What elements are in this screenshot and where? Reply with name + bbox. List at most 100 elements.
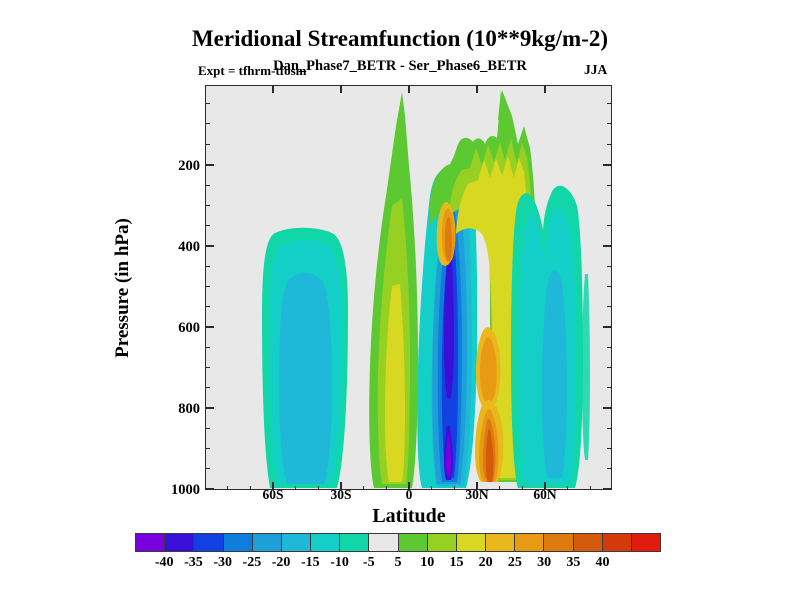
y-minor-tick-right	[607, 266, 612, 268]
x-major-tick	[272, 482, 274, 490]
colorbar-segment	[398, 534, 428, 551]
y-minor-tick	[205, 448, 210, 450]
colorbar-tick-label: -40	[154, 555, 174, 570]
y-tick-label: 800	[178, 401, 200, 417]
y-minor-tick-right	[607, 367, 612, 369]
streamfunction-contour-plot	[206, 86, 610, 488]
y-major-tick-right	[603, 245, 612, 247]
colorbar-tick-label: -5	[362, 555, 375, 570]
colorbar	[135, 533, 661, 552]
colorbar-segment	[602, 534, 632, 551]
x-minor-tick	[295, 486, 297, 490]
y-minor-tick	[205, 306, 210, 308]
x-minor-tick	[363, 486, 365, 490]
y-major-tick	[205, 488, 214, 490]
colorbar-tick-label: 5	[394, 555, 402, 570]
y-minor-tick	[205, 347, 210, 349]
colorbar-segment	[486, 534, 516, 551]
y-major-tick	[205, 164, 214, 166]
experiment-label: Expt = tfhrm-tfosm	[198, 63, 307, 78]
colorbar-tick-label: 35	[566, 555, 581, 570]
x-minor-tick	[454, 486, 456, 490]
colorbar-segment	[427, 534, 457, 551]
y-major-tick-right	[603, 488, 612, 490]
y-minor-tick	[205, 367, 210, 369]
figure-subtitle: Dan_Phase7_BETR - Ser_Phase6_BETR	[273, 58, 527, 74]
colorbar-segment	[194, 534, 224, 551]
colorbar-tick-label: -10	[330, 555, 349, 570]
contour-band-group-southern-negative	[262, 227, 348, 488]
x-tick-label: 30N	[465, 487, 489, 502]
colorbar-tick-label: -35	[184, 555, 203, 570]
x-major-tick	[544, 482, 546, 490]
y-minor-tick-right	[607, 103, 612, 105]
x-major-tick-top	[340, 85, 342, 93]
y-minor-tick	[205, 185, 210, 187]
x-major-tick-top	[544, 85, 546, 93]
plot-area	[205, 85, 612, 490]
y-minor-tick	[205, 103, 210, 105]
y-major-tick-right	[603, 164, 612, 166]
x-minor-tick	[386, 486, 388, 490]
colorbar-segment	[544, 534, 574, 551]
colorbar-tick-label: 10	[420, 555, 435, 570]
x-minor-tick	[250, 486, 252, 490]
colorbar-tick-label: 20	[478, 555, 493, 570]
x-major-tick	[340, 482, 342, 490]
y-minor-tick	[205, 144, 210, 146]
y-major-tick	[205, 326, 214, 328]
y-minor-tick	[205, 468, 210, 470]
colorbar-tick-label: -25	[242, 555, 262, 570]
y-minor-tick-right	[607, 387, 612, 389]
colorbar-tick-label: 25	[507, 555, 522, 570]
y-minor-tick	[205, 123, 210, 125]
colorbar-tick-label: -30	[213, 555, 232, 570]
y-minor-tick	[205, 205, 210, 207]
x-tick-label: 60S	[262, 487, 284, 502]
season-label: JJA	[584, 62, 608, 77]
y-tick-label: 600	[178, 320, 200, 336]
y-minor-tick-right	[607, 205, 612, 207]
y-tick-label: 200	[178, 158, 200, 174]
y-minor-tick-right	[607, 448, 612, 450]
colorbar-segment	[456, 534, 487, 551]
x-minor-tick	[522, 486, 524, 490]
x-minor-tick	[431, 486, 433, 490]
x-minor-tick	[567, 486, 569, 490]
x-tick-label: 0	[405, 487, 413, 502]
colorbar-segment	[573, 534, 603, 551]
colorbar-segment	[223, 534, 253, 551]
y-minor-tick-right	[607, 185, 612, 187]
x-major-tick-top	[476, 85, 478, 93]
x-major-tick	[476, 482, 478, 490]
x-major-tick-top	[272, 85, 274, 93]
x-major-tick-top	[408, 85, 410, 93]
colorbar-segment	[281, 534, 312, 551]
y-minor-tick-right	[607, 468, 612, 470]
colorbar-segment	[165, 534, 195, 551]
colorbar-tick-label: 15	[449, 555, 464, 570]
y-minor-tick-right	[607, 286, 612, 288]
y-axis-title: Pressure (in hPa)	[112, 218, 133, 358]
colorbar-segment	[311, 534, 341, 551]
x-major-tick	[408, 482, 410, 490]
x-minor-tick	[227, 486, 229, 490]
x-minor-tick	[499, 486, 501, 490]
contour-band-group-far-right-sliver	[582, 274, 590, 460]
y-major-tick	[205, 407, 214, 409]
y-minor-tick	[205, 387, 210, 389]
x-minor-tick	[318, 486, 320, 490]
colorbar-tick-label: -15	[300, 555, 320, 570]
y-major-tick-right	[603, 326, 612, 328]
y-minor-tick-right	[607, 144, 612, 146]
colorbar-segment	[515, 534, 545, 551]
x-axis-title: Latitude	[372, 505, 446, 527]
colorbar-tick-label: 40	[595, 555, 610, 570]
colorbar-tick-label: -20	[271, 555, 291, 570]
page-title: Meridional Streamfunction (10**9kg/m-2)	[191, 26, 609, 51]
x-tick-label: 30S	[330, 487, 352, 502]
y-minor-tick	[205, 286, 210, 288]
y-minor-tick-right	[607, 347, 612, 349]
colorbar-segment	[369, 534, 399, 551]
